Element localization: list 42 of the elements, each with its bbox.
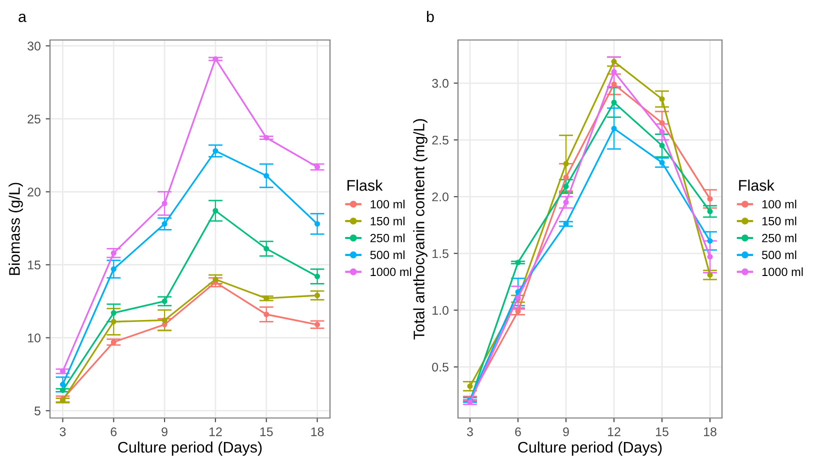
x-tick-label: 6 <box>515 427 521 436</box>
y-tick-label: 20 <box>28 188 40 196</box>
x-tick-label: 18 <box>311 427 324 436</box>
legend-title: Flask <box>739 180 774 191</box>
y-tick-label: 15 <box>28 260 40 270</box>
y-tick-label: 10 <box>28 334 40 342</box>
legend-label: 150 ml <box>762 216 796 226</box>
legend-label: 500 ml <box>370 250 404 260</box>
y-tick-label: 0.5 <box>432 362 448 372</box>
chart-title: a <box>18 14 26 22</box>
x-tick-label: 9 <box>162 427 168 436</box>
y-axis-title: Total anthocyanin content (mg/L) <box>413 119 428 340</box>
x-tick-label: 9 <box>563 427 569 436</box>
y-tick-label: 2.0 <box>432 192 448 202</box>
y-tick-label: 2.5 <box>432 136 448 145</box>
x-axis-title: Culture period (Days) <box>118 441 262 456</box>
y-tick-label: 5 <box>34 406 40 416</box>
legend-label: 250 ml <box>762 234 796 242</box>
x-tick-label: 12 <box>608 427 620 436</box>
legend-label: 150 ml <box>370 216 404 226</box>
legend-label: 1000 ml <box>762 267 803 276</box>
chart-title: b <box>426 10 434 22</box>
y-tick-label: 1.5 <box>432 249 448 258</box>
legend-title: Flask <box>347 180 383 191</box>
legend-label: 250 ml <box>370 234 404 242</box>
x-tick-label: 12 <box>209 427 222 436</box>
y-tick-label: 30 <box>28 42 40 50</box>
legend-label: 500 ml <box>762 250 796 260</box>
legend-label: 1000 ml <box>370 267 412 276</box>
y-tick-label: 25 <box>28 114 40 124</box>
x-tick-label: 15 <box>260 427 273 436</box>
x-tick-label: 3 <box>60 427 66 436</box>
x-tick-label: 3 <box>467 427 473 436</box>
y-tick-label: 3.0 <box>432 78 448 88</box>
x-tick-label: 18 <box>704 427 716 436</box>
y-tick-label: 1.0 <box>432 306 448 315</box>
y-axis-title: Biomass (g/L) <box>8 182 23 275</box>
x-tick-label: 15 <box>656 427 668 436</box>
x-axis-title: Culture period (Days) <box>518 441 662 456</box>
x-tick-label: 6 <box>110 427 117 436</box>
legend-label: 100 ml <box>762 200 796 208</box>
legend-label: 100 ml <box>370 200 404 208</box>
